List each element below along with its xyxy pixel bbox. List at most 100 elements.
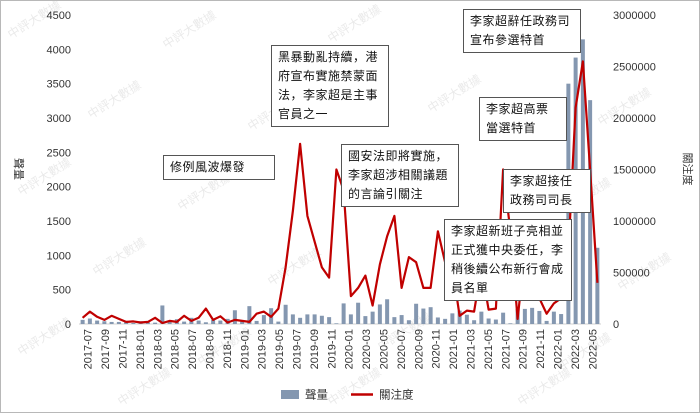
volume-bar (232, 310, 237, 324)
left-axis-tick-label: 1000 (47, 250, 71, 262)
watermark-text: 中評大數據 (85, 77, 144, 122)
volume-bar (399, 315, 404, 324)
watermark-text: 中評大數據 (325, 1, 384, 46)
x-axis-tick-label: 2020-11 (431, 329, 443, 369)
volume-bar (95, 320, 100, 324)
annotation-elected: 李家超高票當選特首 (479, 97, 567, 141)
x-axis-tick-label: 2018-01 (135, 329, 147, 369)
volume-bar (298, 317, 303, 324)
volume-bar (370, 311, 375, 324)
volume-bar (261, 315, 266, 324)
x-axis-tick-label: 2021-01 (448, 329, 460, 369)
right-axis-tick-label: 0 (613, 319, 619, 331)
x-axis-tick-label: 2021-07 (500, 329, 512, 369)
volume-bar (247, 306, 252, 324)
x-axis-tick-label: 2020-01 (344, 329, 356, 369)
volume-bar (109, 321, 114, 324)
left-axis-tick-label: 0 (65, 319, 71, 331)
watermark-text: 中評大數據 (115, 364, 174, 409)
volume-bar (595, 247, 600, 324)
volume-bar (377, 304, 382, 324)
volume-bar (457, 310, 462, 324)
watermark-text: 中評大數據 (160, 7, 219, 52)
volume-bar (102, 321, 107, 324)
volume-bar (464, 314, 469, 324)
volume-bar (348, 314, 353, 324)
volume-bar (493, 319, 498, 324)
x-axis-tick-label: 2021-03 (466, 329, 478, 369)
x-axis-tick-label: 2019-07 (292, 329, 304, 369)
x-axis-tick-label: 2019-05 (274, 329, 286, 369)
volume-bar (87, 318, 92, 324)
volume-bar (414, 303, 419, 324)
volume-bar (530, 307, 535, 324)
volume-bar (501, 312, 506, 324)
right-axis-title: 關注度 (681, 153, 695, 186)
right-axis-tick-label: 3000000 (613, 10, 656, 22)
x-axis-tick-label: 2019-09 (309, 329, 321, 369)
volume-bar (334, 323, 339, 324)
right-axis-tick-label: 2500000 (613, 62, 656, 74)
x-axis-tick-label: 2022-03 (570, 329, 582, 369)
volume-bar (327, 317, 332, 324)
volume-bar (450, 313, 455, 324)
x-axis-tick-label: 2017-11 (118, 329, 130, 369)
watermark-text: 中評大數據 (90, 234, 149, 279)
volume-bar (145, 322, 150, 324)
watermark-text: 中評大數據 (325, 364, 384, 409)
annotation-protest-outbreak: 修例風波爆發 (163, 155, 275, 180)
legend-label-attention: 關注度 (379, 388, 414, 402)
x-axis-tick-label: 2021-09 (518, 329, 530, 369)
right-axis-tick-label: 2000000 (613, 113, 656, 125)
volume-bar (182, 321, 187, 324)
x-axis-tick-label: 2021-11 (535, 329, 547, 369)
x-axis-tick-label: 2018-07 (187, 329, 199, 369)
left-axis-title: 聲量 (12, 158, 26, 180)
legend-label-volume: 聲量 (305, 388, 328, 402)
right-axis-tick-label: 1500000 (613, 165, 656, 177)
left-axis-tick-label: 2000 (47, 182, 71, 194)
x-axis-tick-label: 2020-03 (361, 329, 373, 369)
x-axis-tick-label: 2020-09 (413, 329, 425, 369)
volume-bar (319, 315, 324, 324)
volume-bar (551, 311, 556, 324)
watermark-text: 中評大數據 (515, 364, 574, 409)
volume-bar (472, 320, 477, 324)
left-axis-tick-label: 4000 (47, 44, 71, 56)
x-axis-tick-label: 2021-05 (483, 329, 495, 369)
volume-bar (356, 302, 361, 324)
x-axis-tick-label: 2019-03 (257, 329, 269, 369)
volume-bar (421, 308, 426, 324)
right-axis-tick-label: 500000 (613, 268, 650, 280)
volume-bar (363, 316, 368, 324)
volume-bar (116, 321, 121, 324)
x-axis-tick-label: 2022-05 (587, 329, 599, 369)
volume-bar (428, 307, 433, 324)
volume-bar (290, 314, 295, 324)
legend-swatch-volume (281, 390, 299, 399)
volume-bar (522, 308, 527, 324)
volume-bar (544, 320, 549, 324)
volume-bar (254, 320, 259, 324)
left-axis-tick-label: 4500 (47, 10, 71, 22)
x-axis-tick-label: 2018-03 (152, 329, 164, 369)
left-axis-tick-label: 3500 (47, 79, 71, 91)
x-axis-tick-label: 2020-05 (379, 329, 391, 369)
volume-bar (435, 317, 440, 324)
volume-bar (211, 319, 216, 324)
right-axis-tick-label: 1000000 (613, 216, 656, 228)
watermark-text: 中評大數據 (425, 71, 484, 116)
volume-bar (283, 304, 288, 324)
volume-bar (196, 320, 201, 324)
volume-bar (80, 319, 85, 324)
left-axis-tick-label: 2500 (47, 147, 71, 159)
x-axis-tick-label: 2020-07 (396, 329, 408, 369)
volume-bar (160, 305, 165, 324)
volume-bar (203, 322, 208, 324)
volume-bar (559, 314, 564, 324)
volume-bar (305, 314, 310, 324)
volume-bar (153, 322, 158, 324)
watermark-text: 中評大數據 (265, 244, 324, 289)
volume-bar (508, 323, 513, 324)
annotation-mask-ban: 黑暴動亂持續，港府宣布實施禁蒙面法，李家超是主事官員之一 (271, 45, 389, 127)
